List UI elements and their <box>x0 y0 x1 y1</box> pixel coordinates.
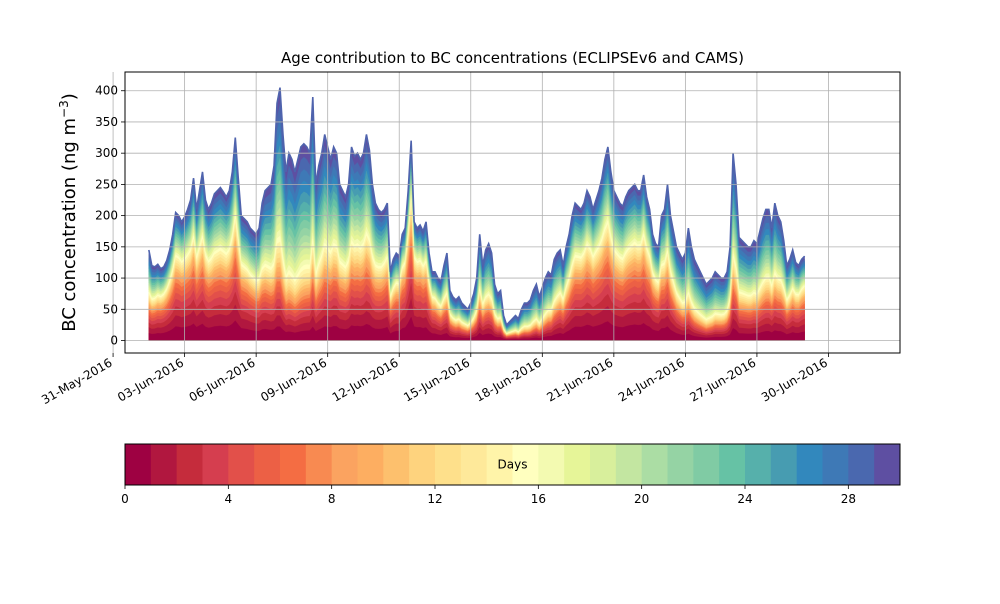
colorbar-cell <box>125 444 152 485</box>
colorbar-cell <box>693 444 720 485</box>
y-tick-label: 100 <box>95 271 118 285</box>
x-tick-label: 27-Jun-2016 <box>687 355 758 404</box>
colorbar-cell <box>228 444 255 485</box>
y-axis-label-superscript: −3 <box>57 100 71 118</box>
colorbar-cell <box>719 444 746 485</box>
colorbar-cell <box>615 444 643 485</box>
colorbar-cell <box>280 444 307 485</box>
colorbar-cell <box>796 444 823 485</box>
x-tick-label: 18-Jun-2016 <box>473 355 544 404</box>
colorbar-tick-label: 8 <box>328 492 336 506</box>
colorbar-tick-label: 24 <box>737 492 752 506</box>
x-tick-label: 03-Jun-2016 <box>115 355 186 404</box>
y-tick-label: 350 <box>95 115 118 129</box>
colorbar-tick-label: 28 <box>841 492 856 506</box>
x-tick-label: 09-Jun-2016 <box>258 355 329 404</box>
colorbar-cells <box>125 444 901 485</box>
colorbar-cell <box>331 444 358 485</box>
colorbar-cell <box>305 444 333 485</box>
grid-lines <box>112 72 900 353</box>
colorbar-cell <box>770 444 798 485</box>
colorbar-ticks: 0 4 8 12 16 20 24 28 <box>121 485 856 506</box>
colorbar-tick-label: 20 <box>634 492 649 506</box>
colorbar-tick-label: 12 <box>427 492 442 506</box>
y-axis-label-close: ) <box>59 93 80 100</box>
colorbar-cell <box>254 444 281 485</box>
x-tick-label: 31-May-2016 <box>39 355 114 407</box>
y-tick-label: 150 <box>95 240 118 254</box>
colorbar-cell <box>874 444 901 485</box>
colorbar-cell <box>460 444 488 485</box>
y-tick-label: 400 <box>95 84 118 98</box>
y-tick-label: 0 <box>110 334 118 348</box>
y-axis-label: BC concentration (ng m−3) <box>57 93 80 332</box>
y-tick-label: 200 <box>95 209 118 223</box>
colorbar-cell <box>202 444 229 485</box>
colorbar-cell <box>564 444 591 485</box>
colorbar-cell <box>538 444 565 485</box>
colorbar-cell <box>357 444 384 485</box>
colorbar-cell <box>822 444 849 485</box>
colorbar-tick-label: 16 <box>531 492 546 506</box>
colorbar-cell <box>383 444 410 485</box>
colorbar-cell <box>641 444 668 485</box>
colorbar: 0 4 8 12 16 20 24 28 Days <box>121 443 901 506</box>
colorbar-cell <box>435 444 462 485</box>
colorbar-tick-label: 0 <box>121 492 129 506</box>
y-axis-label-main: BC concentration (ng m <box>59 118 80 332</box>
colorbar-cell <box>486 444 513 485</box>
stacked-areas <box>148 87 805 341</box>
x-tick-label: 24-Jun-2016 <box>616 355 687 404</box>
chart-title: Age contribution to BC concentrations (E… <box>281 49 744 67</box>
x-tick-label: 12-Jun-2016 <box>330 355 401 404</box>
colorbar-cell <box>409 444 436 485</box>
colorbar-cell <box>848 444 875 485</box>
colorbar-frame <box>124 443 901 486</box>
x-tick-label: 15-Jun-2016 <box>401 355 472 404</box>
colorbar-cell <box>150 444 178 485</box>
x-tick-label: 06-Jun-2016 <box>187 355 258 404</box>
y-tick-label: 250 <box>95 177 118 191</box>
colorbar-cell <box>512 444 539 485</box>
colorbar-cell <box>667 444 694 485</box>
x-axis: 31-May-2016 03-Jun-2016 06-Jun-2016 09-Jun-… <box>39 353 830 407</box>
plot-frame <box>124 71 901 354</box>
colorbar-label: Days <box>498 458 528 472</box>
x-tick-label: 21-Jun-2016 <box>544 355 615 404</box>
y-tick-label: 50 <box>103 302 118 316</box>
y-axis: 0 50 100 150 200 250 300 350 400 <box>95 84 125 348</box>
plot-area <box>112 71 901 354</box>
colorbar-cell <box>745 444 772 485</box>
x-tick-label: 30-Jun-2016 <box>759 355 830 404</box>
y-tick-label: 300 <box>95 146 118 160</box>
colorbar-cell <box>590 444 617 485</box>
colorbar-tick-label: 4 <box>225 492 233 506</box>
colorbar-cell <box>176 444 203 485</box>
